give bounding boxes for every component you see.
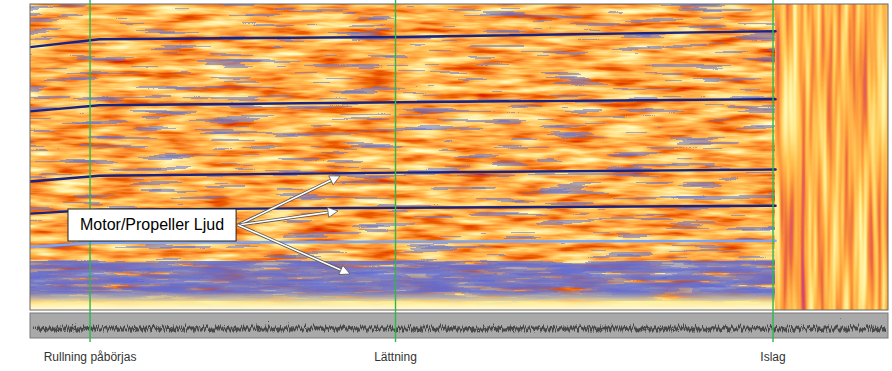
tonal-line [30, 99, 776, 111]
event-line [772, 0, 773, 342]
spectrogram [30, 4, 888, 310]
tonal-line [30, 170, 776, 182]
event-label: Rullning påbörjas [44, 350, 137, 364]
tonal-line [30, 241, 776, 247]
events: Rullning påbörjas Lättning Islag [44, 0, 786, 364]
tonal-line [30, 31, 776, 47]
event-label: Islag [760, 350, 785, 364]
event-label: Lättning [374, 350, 417, 364]
annotation-box [68, 209, 236, 241]
waveform [32, 324, 886, 328]
waveform-strip [30, 313, 888, 338]
arrow-head [339, 265, 350, 274]
arrow-outline [238, 225, 341, 270]
event-line [395, 0, 396, 342]
arrow-head [329, 176, 340, 185]
event-line [89, 0, 90, 342]
spectrogram-streaks [30, 4, 888, 310]
arrow [238, 180, 331, 225]
chart: Rullning påbörjas Lättning Islag Motor/Prop… [0, 0, 892, 371]
spectrogram-impact [775, 4, 888, 310]
spectrogram-noise [30, 4, 888, 310]
arrow [238, 212, 328, 225]
annotation: Motor/Propeller Ljud [68, 176, 350, 275]
axis-strip [0, 0, 30, 342]
arrow-outline [238, 180, 331, 225]
tonal-lines [30, 31, 776, 247]
spectrogram-glow [30, 292, 888, 310]
annotation-text: Motor/Propeller Ljud [80, 216, 224, 233]
plot-frame [30, 4, 888, 310]
arrow-head [327, 207, 338, 217]
arrow [238, 225, 341, 270]
arrow-outline [238, 212, 328, 225]
